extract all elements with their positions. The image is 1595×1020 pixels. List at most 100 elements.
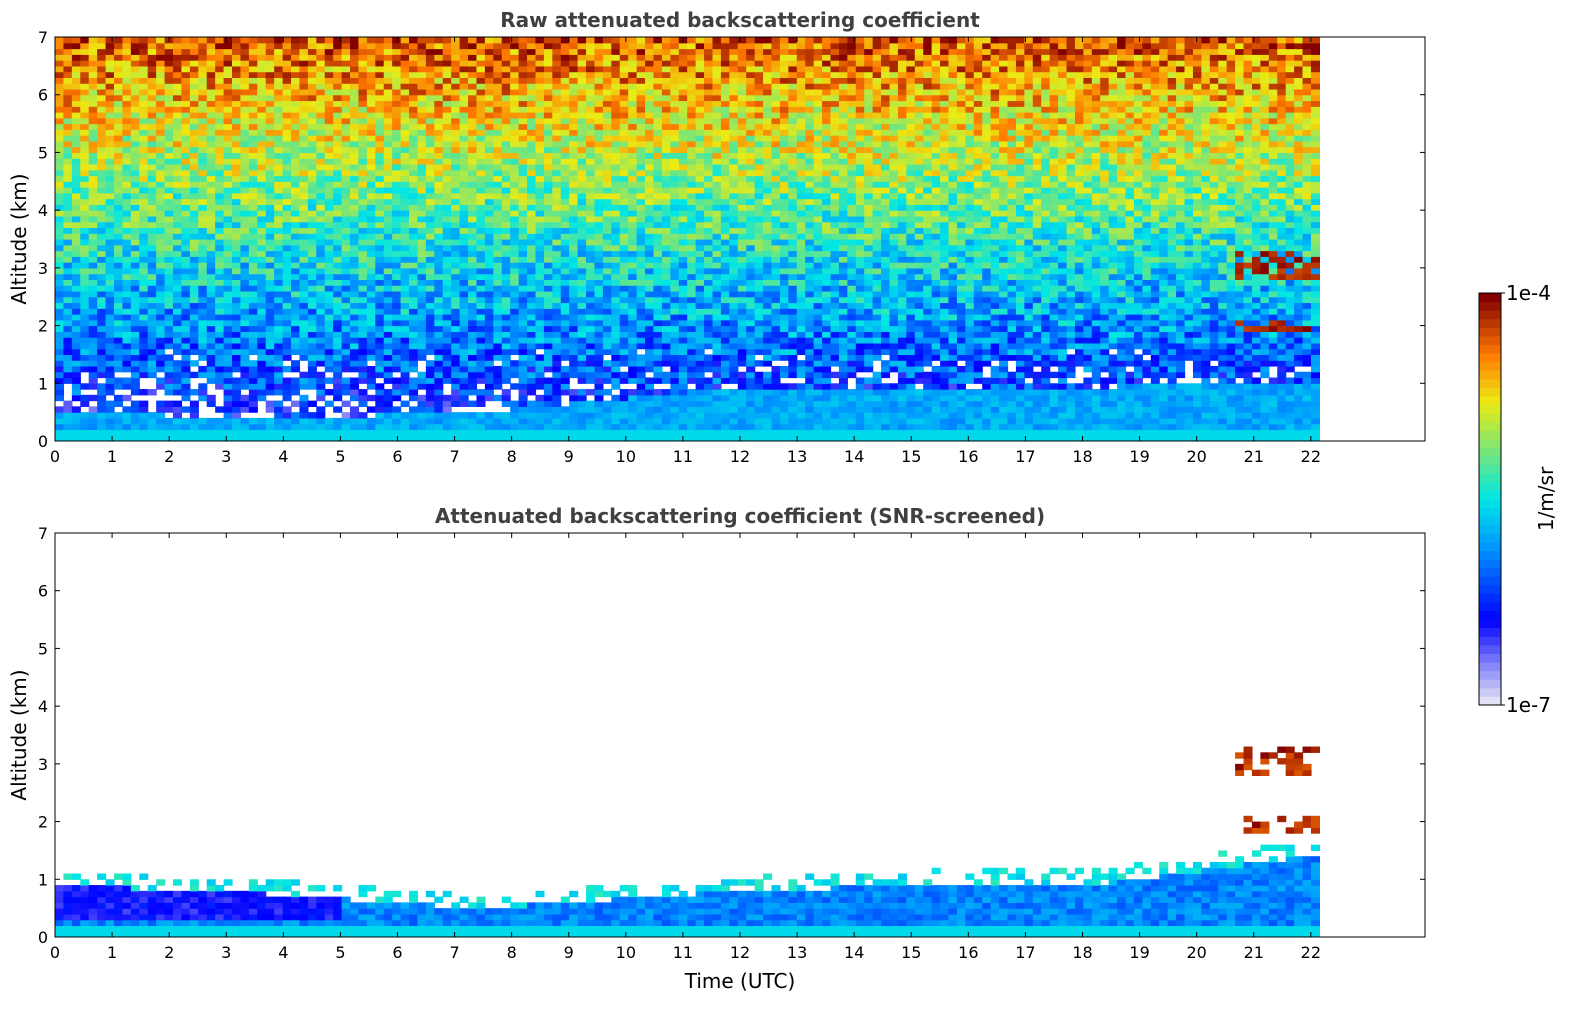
heatmap-cell: [400, 60, 410, 67]
heatmap-cell: [350, 273, 360, 280]
heatmap-cell: [147, 175, 157, 182]
heatmap-cell: [577, 337, 587, 344]
heatmap-cell: [291, 319, 301, 327]
heatmap-cell: [594, 221, 604, 229]
heatmap-cell: [206, 360, 216, 367]
heatmap-cell: [619, 400, 629, 407]
heatmap-cell: [560, 198, 570, 205]
heatmap-cell: [409, 360, 419, 367]
heatmap-cell: [661, 348, 671, 356]
heatmap-cell: [257, 221, 267, 229]
heatmap-cell: [560, 94, 570, 102]
heatmap-cell: [71, 267, 81, 275]
heatmap-cell: [661, 187, 671, 194]
heatmap-cell: [291, 215, 301, 223]
heatmap-cell: [206, 71, 216, 78]
heatmap-cell: [341, 302, 351, 309]
heatmap-cell: [265, 250, 275, 257]
heatmap-cell: [645, 308, 655, 315]
heatmap-cell: [164, 360, 174, 367]
heatmap-cell: [442, 135, 452, 142]
heatmap-cell: [282, 285, 292, 292]
heatmap-cell: [636, 187, 646, 194]
heatmap-cell: [206, 175, 216, 182]
heatmap-cell: [97, 262, 107, 269]
heatmap-cell: [459, 354, 469, 361]
heatmap-cell: [206, 273, 216, 280]
heatmap-cell: [265, 77, 275, 84]
heatmap-cell: [130, 256, 140, 263]
heatmap-cell: [493, 377, 503, 384]
heatmap-cell: [594, 71, 604, 78]
heatmap-cell: [223, 233, 233, 240]
heatmap-cell: [164, 123, 174, 130]
heatmap-cell: [400, 146, 410, 154]
heatmap-cell: [291, 342, 301, 350]
heatmap-cell: [274, 423, 284, 431]
heatmap-cell: [375, 210, 385, 217]
heatmap-cell: [189, 325, 199, 332]
heatmap-cell: [139, 256, 149, 263]
heatmap-cell: [628, 163, 638, 171]
heatmap-cell: [535, 279, 545, 286]
heatmap-cell: [265, 279, 275, 286]
heatmap-cell: [670, 256, 680, 263]
heatmap-cell: [248, 417, 258, 425]
heatmap-cell: [383, 181, 393, 188]
heatmap-cell: [493, 169, 503, 177]
heatmap-cell: [518, 215, 528, 223]
heatmap-cell: [316, 54, 326, 61]
heatmap-cell: [97, 371, 107, 379]
heatmap-cell: [80, 285, 90, 292]
heatmap-cell: [383, 285, 393, 292]
heatmap-cell: [476, 37, 486, 44]
heatmap-cell: [518, 325, 528, 332]
heatmap-cell: [510, 169, 520, 177]
heatmap-cell: [164, 337, 174, 344]
heatmap-cell: [434, 406, 444, 413]
heatmap-cell: [55, 244, 65, 252]
heatmap-cell: [88, 117, 98, 125]
heatmap-cell: [400, 163, 410, 171]
heatmap-cell: [375, 140, 385, 148]
heatmap-cell: [55, 296, 65, 304]
heatmap-cell: [316, 302, 326, 309]
heatmap-cell: [114, 123, 124, 130]
heatmap-cell: [189, 273, 199, 280]
heatmap-cell: [173, 221, 183, 229]
heatmap-cell: [543, 140, 553, 148]
heatmap-cell: [577, 100, 587, 107]
heatmap-cell: [670, 244, 680, 252]
heatmap-cell: [392, 146, 402, 154]
heatmap-cell: [619, 169, 629, 177]
heatmap-cell: [181, 94, 191, 102]
heatmap-cell: [468, 412, 478, 419]
heatmap-cell: [661, 377, 671, 384]
heatmap-cell: [299, 354, 309, 361]
heatmap-cell: [594, 331, 604, 338]
heatmap-cell: [240, 256, 250, 263]
heatmap-cell: [619, 314, 629, 321]
heatmap-cell: [316, 273, 326, 280]
heatmap-cell: [493, 146, 503, 154]
heatmap-cell: [653, 342, 663, 350]
heatmap-cell: [324, 187, 334, 194]
heatmap-cell: [147, 296, 157, 304]
heatmap-cell: [97, 123, 107, 130]
heatmap-cell: [484, 239, 494, 246]
heatmap-cell: [198, 250, 208, 257]
heatmap-cell: [215, 48, 225, 55]
heatmap-cell: [602, 48, 612, 55]
heatmap-cell: [527, 192, 537, 200]
heatmap-cell: [80, 227, 90, 234]
heatmap-cell: [333, 169, 343, 177]
heatmap-cell: [71, 204, 81, 211]
heatmap-cell: [442, 169, 452, 177]
heatmap-cell: [636, 262, 646, 269]
heatmap-cell: [156, 65, 166, 73]
heatmap-cell: [586, 279, 596, 286]
heatmap-cell: [577, 331, 587, 338]
heatmap-cell: [274, 244, 284, 252]
heatmap-cell: [316, 60, 326, 67]
heatmap-cell: [586, 54, 596, 61]
